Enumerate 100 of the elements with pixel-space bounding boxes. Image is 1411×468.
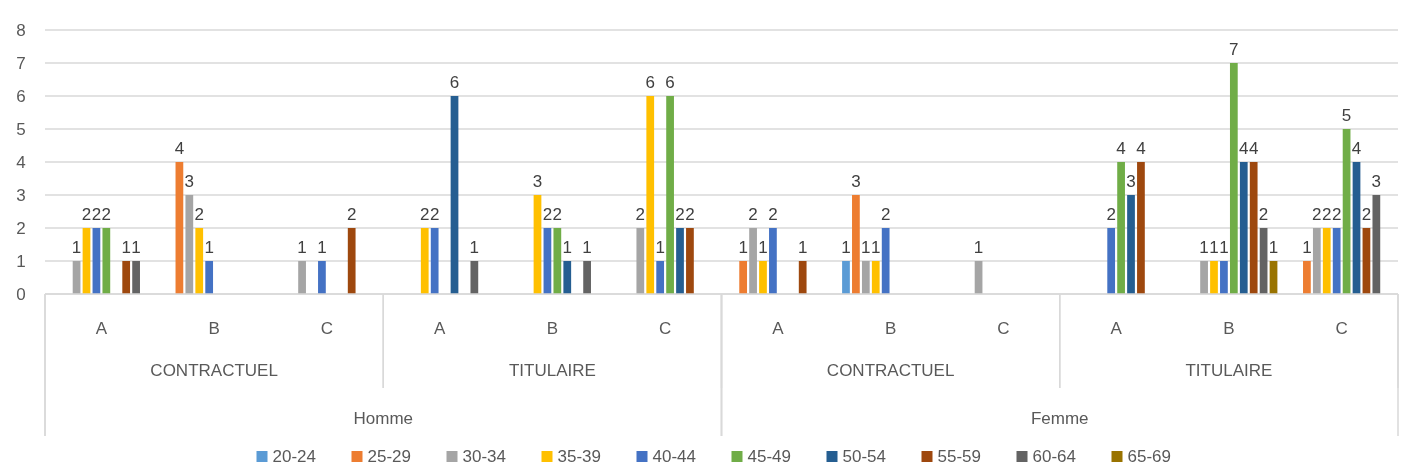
x-tick-label: B — [884, 319, 897, 338]
bar — [1342, 129, 1351, 294]
data-label: 2 — [346, 205, 357, 224]
legend-label: 50-54 — [842, 447, 886, 466]
data-label: 6 — [645, 73, 655, 92]
bar — [1372, 195, 1381, 294]
y-tick-label: 6 — [16, 87, 26, 106]
legend-label: 30-34 — [462, 447, 506, 466]
bar — [347, 228, 356, 294]
data-label: 7 — [1229, 40, 1239, 59]
y-tick-label: 0 — [16, 285, 26, 304]
bar — [132, 261, 140, 294]
bar — [420, 228, 429, 294]
bar — [881, 228, 890, 294]
data-label: 3 — [532, 172, 543, 191]
data-label: 2 — [635, 205, 646, 224]
bar — [175, 162, 184, 294]
bar — [1239, 162, 1248, 294]
data-label: 2 — [194, 205, 204, 224]
data-label: 3 — [184, 172, 195, 191]
bar — [1332, 228, 1341, 294]
data-label: 2 — [675, 205, 685, 224]
bar — [871, 261, 880, 294]
legend-label: 65-69 — [1127, 447, 1171, 466]
data-label: 2 — [1361, 205, 1372, 224]
x-tick-label: B — [1223, 319, 1235, 338]
bar — [1220, 261, 1228, 294]
legend-label: 40-44 — [652, 447, 696, 466]
data-label: 2 — [101, 205, 112, 224]
bar — [1312, 228, 1321, 294]
data-label: 1 — [841, 238, 851, 257]
bar — [861, 261, 870, 294]
bar — [1117, 162, 1125, 294]
data-label: 1 — [1219, 238, 1229, 257]
data-label: 1 — [582, 238, 592, 257]
data-label: 1 — [204, 238, 214, 257]
data-label: 2 — [1258, 205, 1269, 224]
data-label: 1 — [71, 238, 82, 257]
bar — [749, 228, 757, 294]
legend-label: 55-59 — [937, 447, 981, 466]
data-label: 1 — [758, 238, 768, 257]
bar — [1127, 195, 1135, 294]
data-label: 2 — [1312, 205, 1322, 224]
data-label: 4 — [174, 139, 185, 158]
bar — [769, 228, 777, 294]
x-tick-label: A — [95, 319, 108, 338]
legend-label: 45-49 — [747, 447, 791, 466]
bar — [739, 261, 748, 294]
data-label: 1 — [861, 238, 871, 257]
y-tick-label: 5 — [16, 120, 26, 139]
bar — [450, 96, 459, 294]
bar — [298, 261, 306, 294]
y-tick-label: 7 — [16, 54, 26, 73]
data-label: 2 — [1331, 205, 1342, 224]
data-label: 1 — [131, 238, 141, 257]
bar — [1303, 261, 1311, 294]
data-label: 1 — [469, 238, 480, 257]
data-label: 1 — [973, 238, 984, 257]
data-label: 1 — [1199, 238, 1209, 257]
x-tick-label: A — [433, 319, 446, 338]
data-label: 1 — [1268, 238, 1279, 257]
bar — [122, 261, 131, 294]
x-tick-label: B — [208, 319, 220, 338]
legend-label: 20-24 — [272, 447, 316, 466]
x-tick-label: C — [1335, 319, 1348, 338]
data-label: 1 — [562, 238, 572, 257]
data-label: 2 — [91, 205, 102, 224]
bar — [195, 228, 204, 294]
x-tick-label: A — [1110, 319, 1123, 338]
x-tick-label: A — [772, 319, 785, 338]
bar — [759, 261, 767, 294]
data-label: 1 — [297, 238, 307, 257]
data-label: 1 — [871, 238, 881, 257]
data-label: 2 — [880, 205, 891, 224]
bar — [102, 228, 111, 294]
x-tick-label: C — [997, 319, 1010, 338]
data-label: 5 — [1341, 106, 1352, 125]
text: CONTRACTUEL — [826, 361, 955, 380]
data-label: 1 — [1302, 238, 1312, 257]
bar — [553, 228, 562, 294]
data-label: 1 — [121, 238, 131, 257]
text: TITULAIRE — [508, 361, 596, 380]
data-label: 6 — [665, 73, 675, 92]
bar — [430, 228, 439, 294]
data-label: 3 — [851, 172, 861, 191]
bar — [205, 261, 214, 294]
bar — [1137, 162, 1145, 294]
data-label: 2 — [542, 205, 553, 224]
bar — [1210, 261, 1218, 294]
bar — [1229, 63, 1238, 294]
bar — [1107, 228, 1116, 294]
bar — [636, 228, 645, 294]
text: Femme — [1030, 409, 1089, 428]
data-label: 4 — [1136, 139, 1146, 158]
data-label: 1 — [738, 238, 748, 257]
x-tick-label: B — [546, 319, 559, 338]
bar — [470, 261, 479, 294]
data-label: 2 — [552, 205, 563, 224]
data-label: 6 — [449, 73, 460, 92]
x-tick-label: C — [320, 319, 334, 338]
